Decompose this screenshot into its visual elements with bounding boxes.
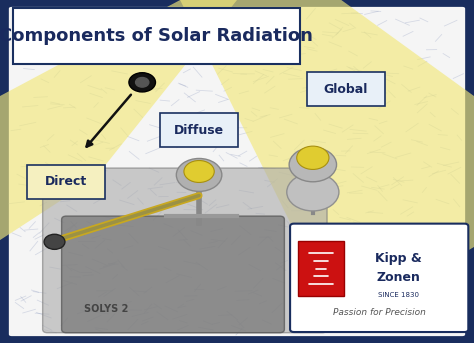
Circle shape <box>297 146 329 169</box>
Polygon shape <box>180 0 474 326</box>
FancyBboxPatch shape <box>62 216 284 333</box>
FancyBboxPatch shape <box>290 224 468 332</box>
Text: Direct: Direct <box>45 175 88 188</box>
Circle shape <box>44 234 65 249</box>
FancyBboxPatch shape <box>7 5 467 338</box>
FancyBboxPatch shape <box>307 72 385 106</box>
Circle shape <box>136 78 149 87</box>
FancyBboxPatch shape <box>298 241 344 296</box>
FancyBboxPatch shape <box>43 168 327 333</box>
Text: Global: Global <box>324 83 368 96</box>
Text: SOLYS 2: SOLYS 2 <box>84 304 129 314</box>
FancyBboxPatch shape <box>13 8 300 64</box>
Text: Zonen: Zonen <box>376 271 420 284</box>
Text: Components of Solar Radiation: Components of Solar Radiation <box>0 27 313 45</box>
Polygon shape <box>0 0 237 240</box>
Circle shape <box>184 161 214 182</box>
FancyBboxPatch shape <box>160 113 238 147</box>
Text: SINCE 1830: SINCE 1830 <box>378 292 419 298</box>
Text: Passion for Precision: Passion for Precision <box>333 308 426 317</box>
Circle shape <box>289 147 337 182</box>
FancyBboxPatch shape <box>27 165 106 199</box>
Circle shape <box>176 158 222 191</box>
Text: Diffuse: Diffuse <box>174 124 224 137</box>
Circle shape <box>129 73 155 92</box>
Text: Kipp &: Kipp & <box>375 252 421 265</box>
Circle shape <box>287 173 339 211</box>
